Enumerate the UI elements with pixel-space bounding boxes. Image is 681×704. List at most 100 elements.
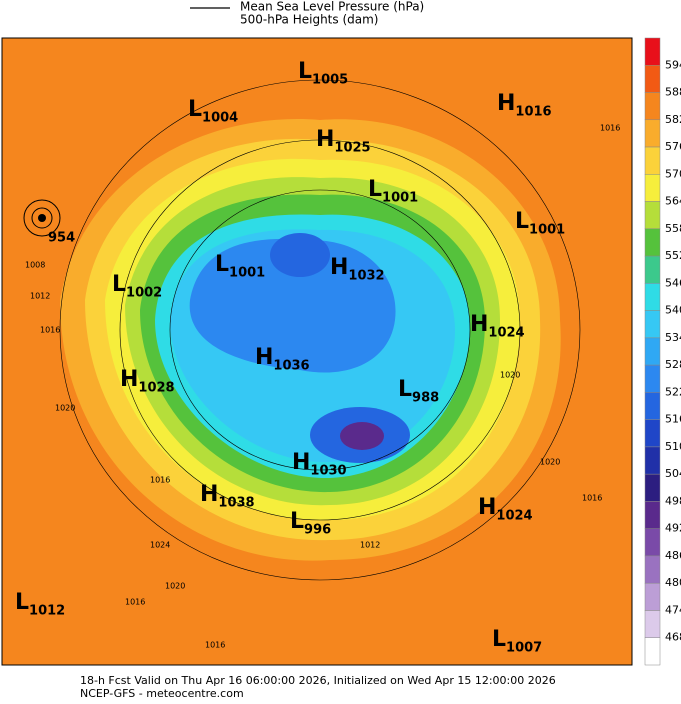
pressure-value: 996	[304, 523, 331, 538]
colorbar-band	[644, 419, 661, 448]
colorbar-label: 594	[665, 58, 681, 71]
pressure-value: 1005	[312, 73, 348, 88]
colorbar-label: 540	[665, 304, 681, 317]
pressure-letter: L	[15, 590, 29, 615]
legend-heights: 500-hPa Heights (dam)	[240, 13, 378, 27]
colorbar-label: 546	[665, 276, 681, 289]
colorbar-band	[644, 337, 661, 366]
colorbar-band	[644, 146, 661, 175]
isobar-label: 1016	[150, 476, 170, 485]
colorbar-label: 492	[665, 522, 681, 535]
colorbar-band	[644, 174, 661, 202]
pressure-letter: L	[290, 509, 304, 534]
pressure-value: 1002	[126, 286, 162, 301]
pressure-letter: H	[255, 345, 273, 370]
cyclone	[23, 199, 61, 237]
colorbar-label: 468	[665, 631, 681, 644]
pressure-letter: H	[292, 450, 310, 475]
isobar-label: 1020	[55, 404, 75, 413]
pressure-value: 1038	[218, 496, 254, 511]
pressure-value: 1024	[488, 326, 524, 341]
colorbar-label: 552	[665, 249, 681, 262]
isobar-label: 1012	[360, 541, 380, 550]
isobar-label: 1024	[150, 541, 170, 550]
colorbar-band	[644, 119, 661, 148]
pressure-letter: L	[298, 59, 312, 84]
isobar-label: 1016	[125, 598, 145, 607]
colorbar-label: 534	[665, 331, 681, 344]
pressure-letter: L	[215, 252, 229, 277]
isobar-label: 1016	[40, 326, 60, 335]
pressure-letter: L	[368, 177, 382, 202]
colorbar-band	[644, 501, 661, 529]
cyclone	[38, 214, 46, 222]
pressure-value: 1016	[515, 105, 551, 120]
colorbar-label: 558	[665, 222, 681, 235]
colorbar-label: 564	[665, 195, 681, 208]
pressure-value: 1025	[334, 141, 370, 156]
colorbar-band	[644, 37, 661, 66]
zone	[270, 233, 330, 277]
colorbar-label: 474	[665, 603, 681, 616]
colorbar-band	[644, 555, 661, 584]
isobar-label: 1016	[205, 641, 225, 650]
colorbar-band	[644, 255, 661, 284]
colorbar-band	[644, 364, 661, 393]
pressure-value: 1001	[529, 223, 565, 238]
colorbar-label: 588	[665, 86, 681, 99]
colorbar-label: 486	[665, 549, 681, 562]
pressure-letter: H	[316, 127, 334, 152]
colorbar-label: 510	[665, 440, 681, 453]
colorbar-label: 570	[665, 167, 681, 180]
zone	[189, 238, 396, 373]
isobar-label: 1020	[540, 458, 560, 467]
colorbar-band	[644, 283, 661, 311]
pressure-letter: L	[398, 377, 412, 402]
isobar	[169, 189, 471, 471]
map	[1, 37, 633, 666]
pressure-value: 954	[48, 231, 75, 246]
pressure-letter: H	[120, 367, 138, 392]
colorbar-band	[644, 582, 661, 611]
footer-line: NCEP-GFS - meteocentre.com	[80, 687, 244, 700]
pressure-letter: H	[478, 495, 496, 520]
pressure-value: 1012	[29, 604, 65, 619]
isobar-label: 1016	[600, 124, 620, 133]
colorbar-band	[644, 310, 661, 339]
colorbar-band	[644, 228, 661, 257]
colorbar-label: 504	[665, 467, 681, 480]
isobar-label: 1012	[30, 292, 50, 301]
zone	[340, 422, 384, 450]
colorbar-label: 522	[665, 385, 681, 398]
colorbar-band	[644, 92, 661, 121]
colorbar-band	[644, 473, 661, 502]
pressure-letter: H	[470, 312, 488, 337]
cyclone	[31, 207, 53, 229]
colorbar-label: 582	[665, 113, 681, 126]
footer-line: 18-h Fcst Valid on Thu Apr 16 06:00:00 2…	[80, 674, 556, 687]
pressure-value: 1004	[202, 111, 238, 126]
pressure-value: 1036	[273, 359, 309, 374]
pressure-value: 1001	[229, 266, 265, 281]
pressure-value: 1007	[506, 641, 542, 656]
isobar-label: 1008	[25, 261, 45, 270]
colorbar-band	[644, 610, 661, 638]
colorbar-label: 498	[665, 494, 681, 507]
pressure-letter: L	[112, 272, 126, 297]
pressure-value: 1030	[310, 464, 346, 479]
colorbar-band	[644, 528, 661, 557]
colorbar-label: 528	[665, 358, 681, 371]
pressure-value: 1001	[382, 191, 418, 206]
pressure-letter: H	[200, 482, 218, 507]
isobar	[119, 139, 521, 521]
isobar-label: 1020	[165, 582, 185, 591]
isobar-label: 1020	[500, 371, 520, 380]
colorbar-band	[644, 65, 661, 93]
pressure-value: 1032	[348, 269, 384, 284]
pressure-letter: L	[492, 627, 506, 652]
legend-mslp: Mean Sea Level Pressure (hPa)	[240, 0, 424, 14]
colorbar-label: 516	[665, 413, 681, 426]
pressure-value: 988	[412, 391, 439, 406]
pressure-value: 1024	[496, 509, 532, 524]
